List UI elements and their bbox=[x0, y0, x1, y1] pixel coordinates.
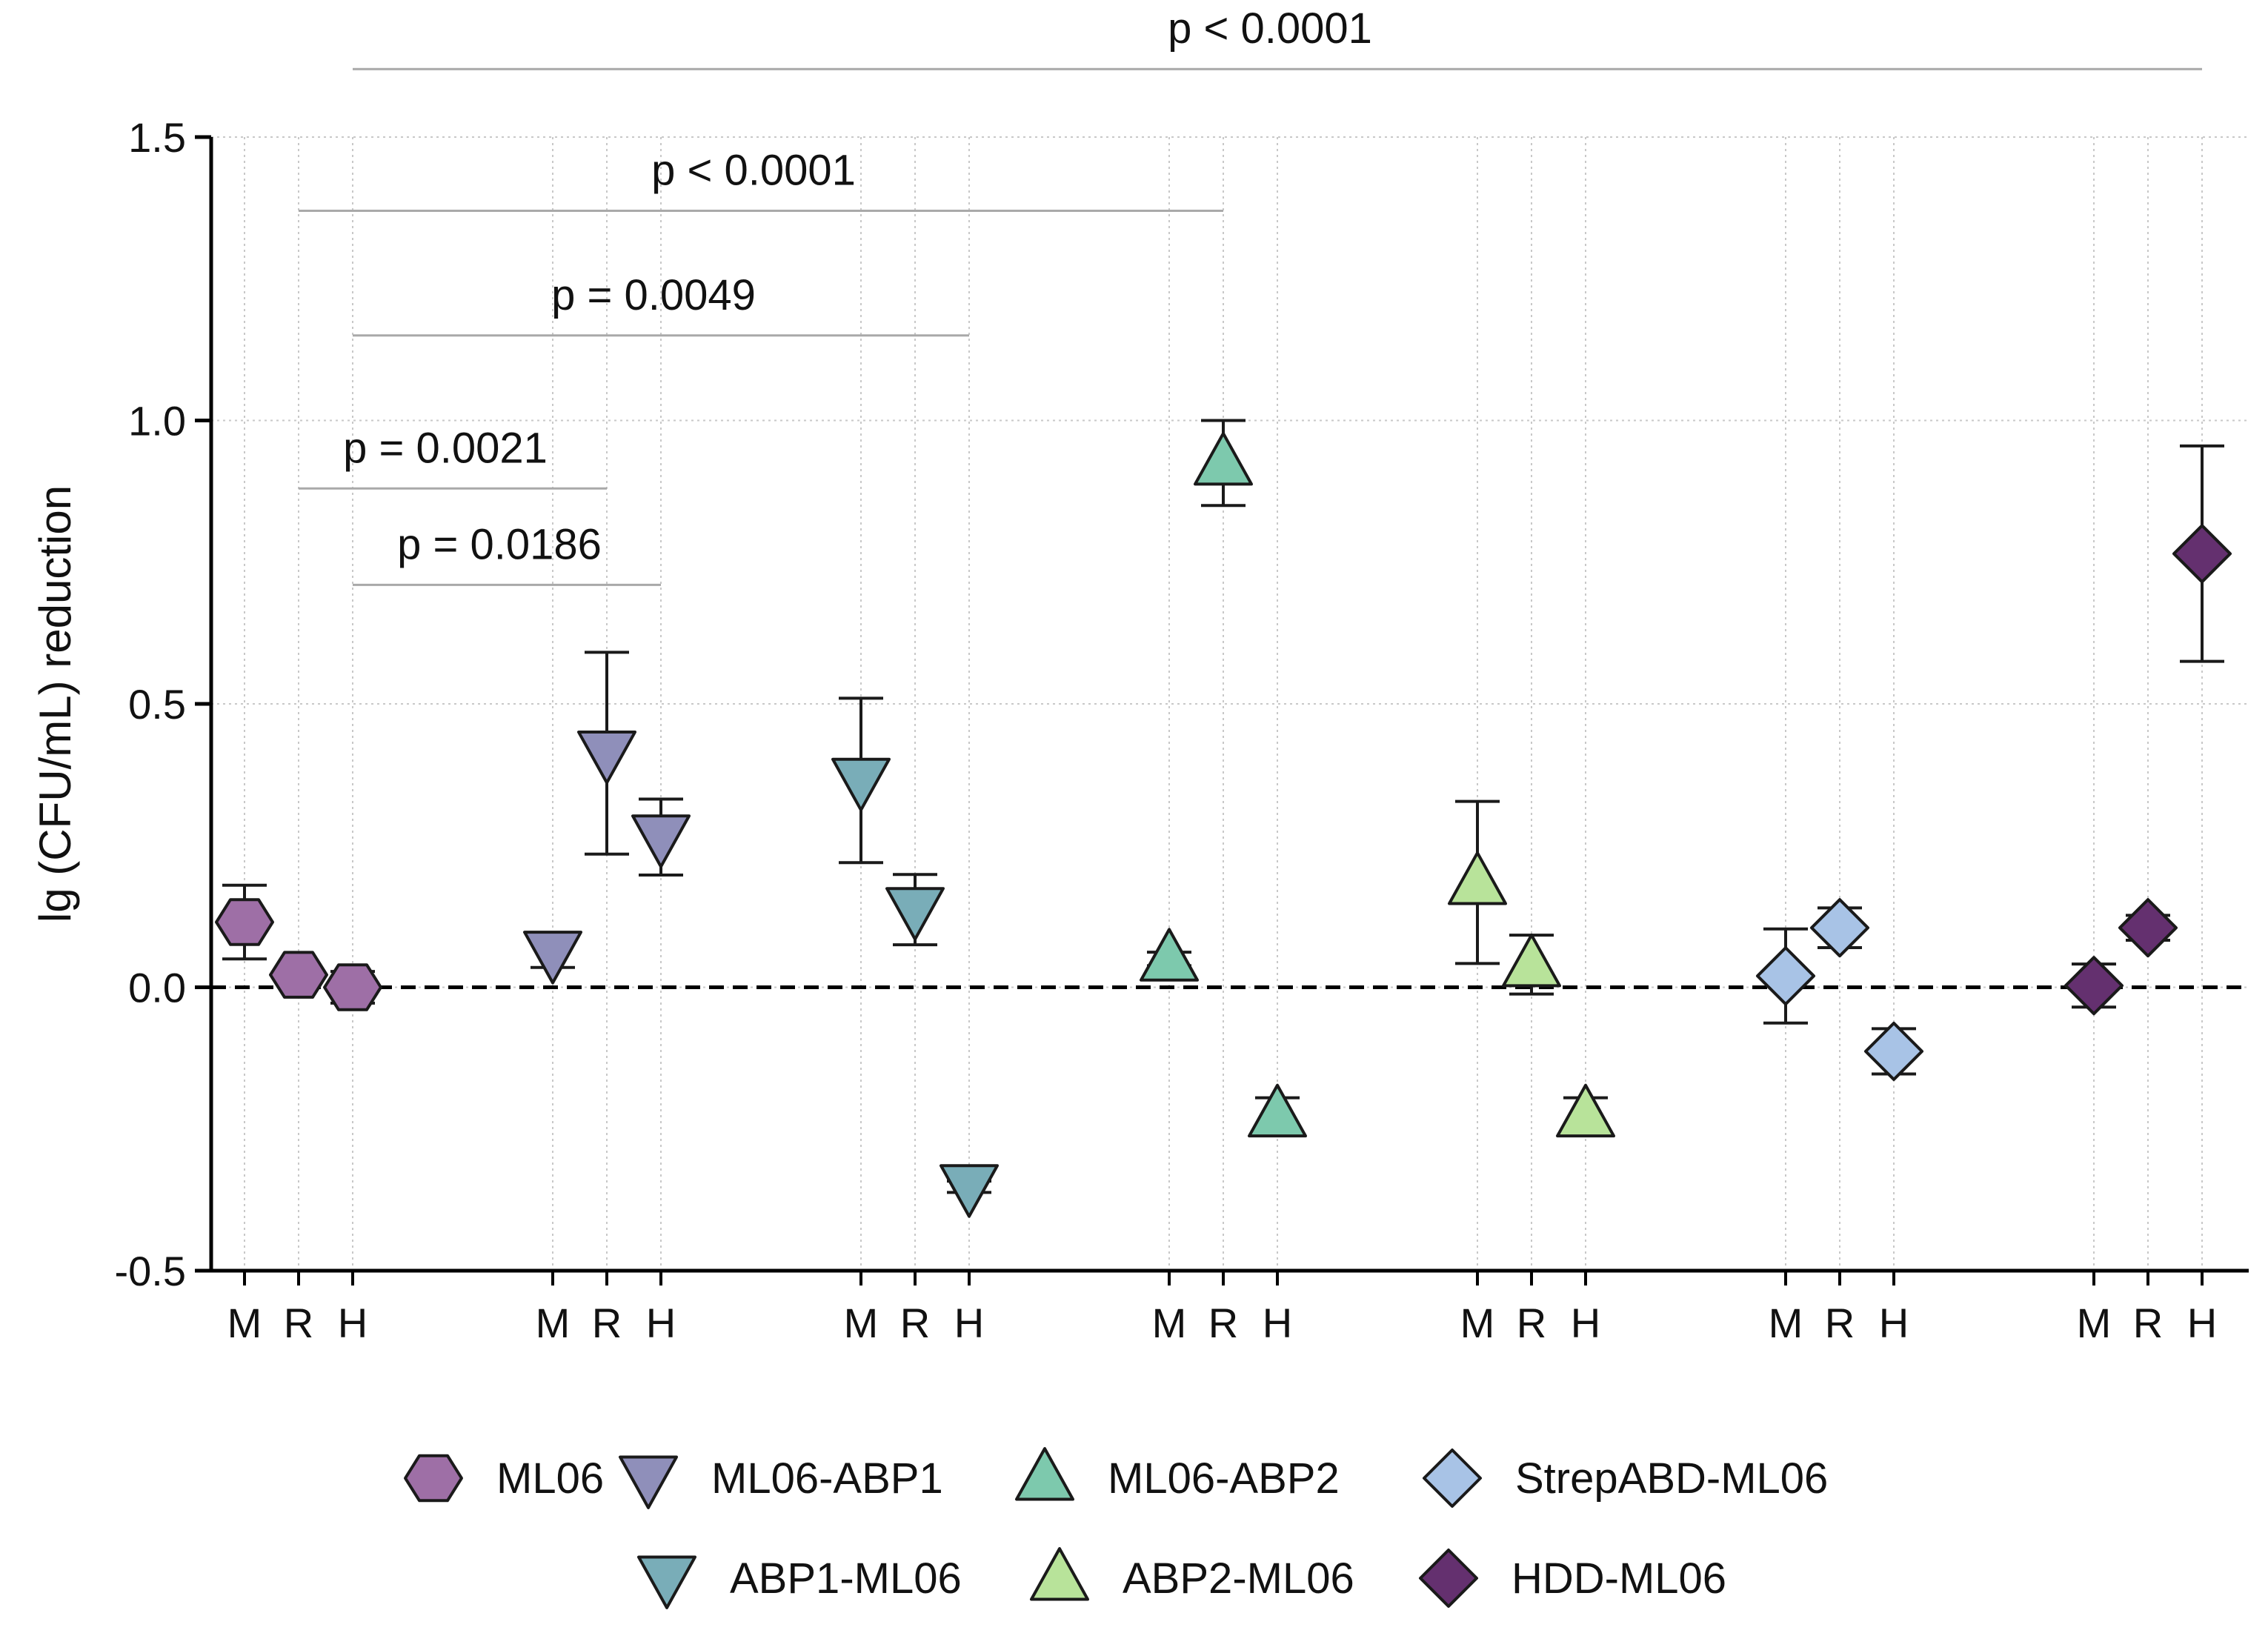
data-point bbox=[940, 1164, 999, 1218]
x-category-label: H bbox=[1263, 1300, 1292, 1346]
x-category-label: M bbox=[227, 1300, 262, 1346]
data-point bbox=[1864, 1021, 1923, 1081]
x-category-label: M bbox=[2077, 1300, 2112, 1346]
legend-label: ABP2-ML06 bbox=[1123, 1554, 1354, 1603]
y-tick-label: 1.0 bbox=[128, 398, 186, 445]
legend-label: ML06-ABP1 bbox=[711, 1454, 943, 1503]
legend-marker bbox=[1030, 1547, 1089, 1601]
significance-label: p < 0.0001 bbox=[1168, 4, 1372, 53]
legend-label: ML06-ABP2 bbox=[1108, 1454, 1340, 1503]
legend-marker bbox=[1015, 1447, 1074, 1501]
data-point bbox=[577, 731, 636, 785]
x-category-label: R bbox=[900, 1300, 930, 1346]
grid-layer bbox=[211, 136, 2249, 1271]
data-point bbox=[1140, 928, 1199, 982]
data-layer bbox=[215, 419, 2232, 1218]
significance-label: p < 0.0001 bbox=[651, 146, 856, 194]
x-category-label: R bbox=[1517, 1300, 1546, 1346]
data-point bbox=[269, 951, 328, 999]
data-point bbox=[2118, 898, 2178, 958]
x-category-label: H bbox=[1571, 1300, 1600, 1346]
legend-marker bbox=[404, 1454, 463, 1503]
y-tick-label: -0.5 bbox=[115, 1248, 187, 1294]
data-point bbox=[323, 963, 382, 1011]
annotation-layer: p < 0.0001 p < 0.0001 p = 0.0049 p = 0.0021… bbox=[299, 4, 2202, 586]
legend-layer: ML06 ML06-ABP1 ML06-ABP2 StrepABD-ML06 ABP1-… bbox=[404, 1447, 1828, 1609]
data-point bbox=[1448, 851, 1507, 905]
x-category-label: M bbox=[844, 1300, 879, 1346]
x-category-label: M bbox=[1152, 1300, 1187, 1346]
x-category-label: R bbox=[2133, 1300, 2163, 1346]
x-category-label: H bbox=[338, 1300, 368, 1346]
significance-label: p = 0.0186 bbox=[397, 520, 602, 568]
x-category-label: H bbox=[954, 1300, 984, 1346]
data-point bbox=[1194, 431, 1253, 486]
x-category-label: M bbox=[536, 1300, 571, 1346]
data-point bbox=[523, 931, 582, 985]
data-point bbox=[1556, 1083, 1615, 1138]
data-point bbox=[2064, 956, 2124, 1016]
data-point bbox=[831, 757, 891, 812]
x-category-label: R bbox=[1825, 1300, 1855, 1346]
legend-label: HDD-ML06 bbox=[1512, 1554, 1726, 1603]
y-tick-label: 0.5 bbox=[128, 681, 186, 728]
x-category-label: H bbox=[1879, 1300, 1909, 1346]
legend-marker bbox=[619, 1455, 678, 1509]
data-point bbox=[631, 814, 691, 868]
data-point bbox=[1248, 1083, 1307, 1138]
legend-marker bbox=[1419, 1549, 1478, 1608]
x-category-label: H bbox=[2187, 1300, 2217, 1346]
legend-label: StrepABD-ML06 bbox=[1515, 1454, 1828, 1503]
x-category-label: R bbox=[1208, 1300, 1238, 1346]
legend-label: ML06 bbox=[496, 1454, 604, 1503]
x-category-label: M bbox=[1769, 1300, 1803, 1346]
x-category-label: H bbox=[646, 1300, 676, 1346]
y-tick-label: 1.5 bbox=[128, 114, 186, 161]
y-tick-label: 0.0 bbox=[128, 965, 186, 1011]
legend-marker bbox=[637, 1555, 696, 1609]
x-category-label: R bbox=[592, 1300, 622, 1346]
data-point bbox=[885, 887, 945, 941]
x-category-label: R bbox=[284, 1300, 313, 1346]
legend-marker bbox=[1423, 1449, 1482, 1508]
data-point bbox=[1502, 934, 1561, 988]
data-point bbox=[215, 898, 274, 946]
data-point bbox=[1810, 898, 1869, 958]
data-point bbox=[1756, 946, 1815, 1006]
data-point bbox=[2172, 524, 2232, 584]
significance-label: p = 0.0049 bbox=[551, 271, 756, 319]
x-category-label: M bbox=[1460, 1300, 1495, 1346]
legend-label: ABP1-ML06 bbox=[730, 1554, 962, 1603]
significance-label: p = 0.0021 bbox=[343, 424, 548, 472]
y-axis-label: lg (CFU/mL) reduction bbox=[30, 485, 80, 922]
